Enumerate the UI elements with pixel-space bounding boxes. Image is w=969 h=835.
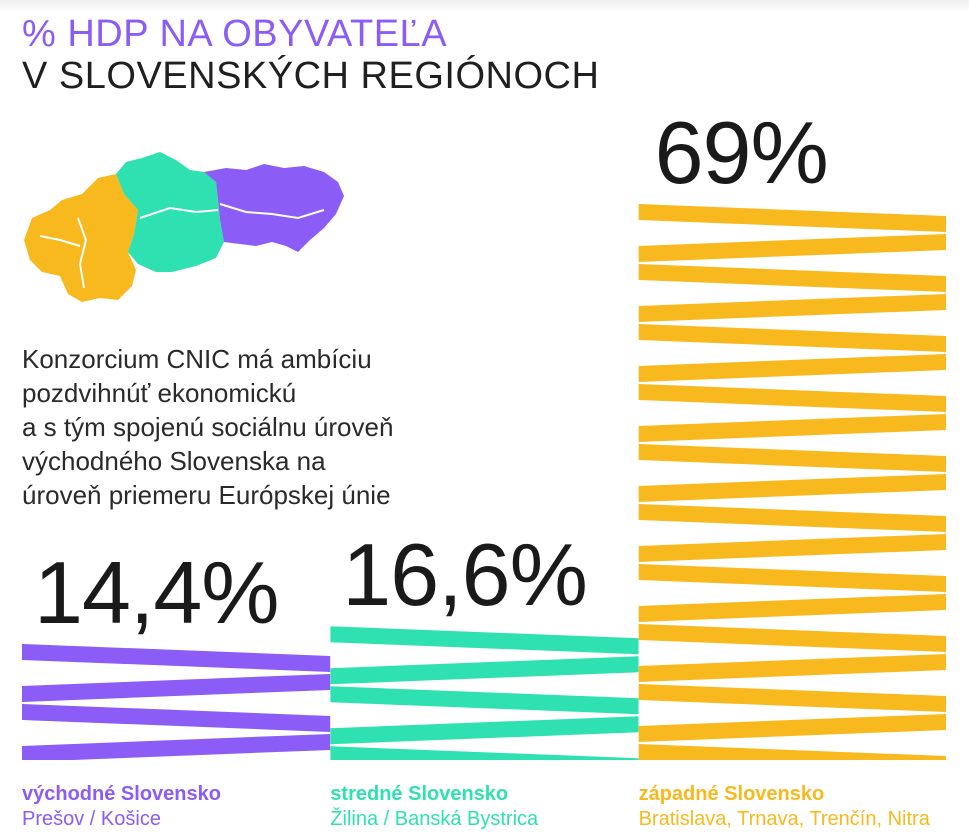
title-rest: V SLOVENSKÝCH REGIÓNOCH — [22, 55, 600, 97]
bar-stripe — [638, 504, 946, 532]
map-region-west — [24, 174, 138, 302]
bar-stripe — [638, 294, 946, 322]
slovakia-map-icon — [24, 152, 344, 302]
bar-stripe — [638, 204, 946, 232]
bar-stripe — [330, 746, 639, 760]
bar-stripe — [638, 744, 946, 760]
bar-stripe — [638, 264, 946, 292]
bar-stripe — [330, 716, 639, 745]
map-region-east — [204, 164, 344, 252]
category-label-central: stredné Slovensko — [330, 783, 509, 805]
bar-stripe — [330, 656, 639, 685]
bar-stripe — [638, 474, 946, 502]
title-highlight: % HDP NA OBYVATEĽA — [22, 13, 448, 55]
bar-value-label-central: 16,6% — [342, 525, 588, 625]
bar-value-label-east: 14,4% — [34, 542, 280, 642]
bar-stripe — [330, 686, 639, 715]
bar-stripe — [638, 534, 946, 562]
bar-stripe — [638, 684, 946, 712]
map-region-central-border — [139, 206, 219, 219]
bar-value-label-west: 69% — [654, 103, 829, 202]
bar-stripe — [638, 234, 946, 262]
bar-stripe — [638, 414, 946, 442]
bar-central — [330, 626, 639, 760]
top-shadow — [0, 0, 969, 12]
bar-stripe — [330, 626, 639, 655]
bar-east — [22, 643, 331, 760]
bar-stripe — [638, 444, 946, 472]
description-line: a s tým spojenú sociálnu úroveň — [22, 412, 394, 442]
bar-stripe — [638, 354, 946, 382]
bar-stripe — [22, 643, 331, 672]
bar-stripe — [22, 673, 331, 702]
bar-west — [638, 204, 946, 760]
category-label-west: západné Slovensko — [638, 783, 825, 805]
map-region-east-border — [219, 203, 325, 220]
bar-stripe — [638, 624, 946, 652]
description-line: pozdvihnúť ekonomickú — [22, 378, 297, 408]
category-sublabel-east: Prešov / Košice — [22, 808, 161, 830]
bar-stripe — [22, 703, 331, 732]
map-region-central — [116, 152, 224, 272]
description-line: východného Slovenska na — [22, 446, 326, 476]
category-sublabel-central: Žilina / Banská Bystrica — [330, 808, 539, 830]
bar-stripe — [638, 594, 946, 622]
description-line: úroveň priemeru Európskej únie — [22, 480, 391, 510]
bar-stripe — [638, 324, 946, 352]
category-sublabel-west: Bratislava, Trnava, Trenčín, Nitra — [638, 808, 930, 830]
description-line: Konzorcium CNIC má ambíciu — [22, 344, 372, 374]
bar-stripe — [22, 733, 331, 760]
category-label-east: východné Slovensko — [22, 783, 221, 805]
bar-stripe — [638, 714, 946, 742]
map-region-west-border — [39, 217, 88, 289]
description: Konzorcium CNIC má ambíciu pozdvihnúť ek… — [22, 342, 492, 512]
bar-stripe — [638, 654, 946, 682]
bar-stripe — [638, 384, 946, 412]
bar-stripe — [638, 564, 946, 592]
